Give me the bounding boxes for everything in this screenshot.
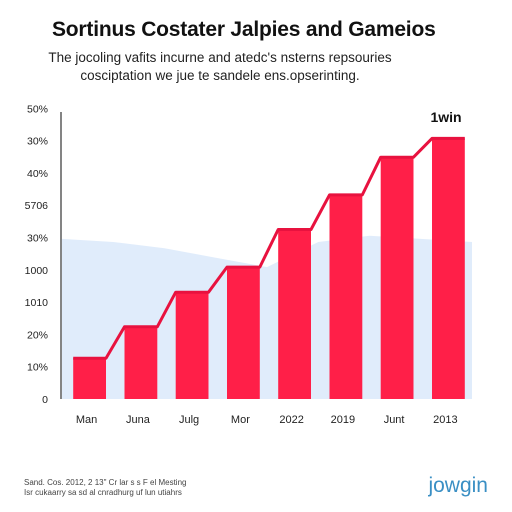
trend-line-layer: [73, 136, 465, 360]
bar-layer: [73, 138, 465, 399]
x-tick-label: 2022: [279, 414, 303, 426]
x-tick-label: Julg: [179, 414, 199, 426]
bar: [380, 157, 414, 399]
x-tick-label: 2019: [331, 414, 355, 426]
x-tick-label: Man: [76, 414, 97, 426]
x-tick-labels: Man Juna Julg Mor 2022 2019 Junt 2013: [76, 414, 458, 426]
chart-subtitle: The jocoling vafits incurne and atedc's …: [0, 49, 440, 85]
source-line-2: Isr cukaarry sa sd al cnradhurg uf lun u…: [24, 488, 182, 497]
bar: [227, 267, 260, 399]
annotation-label: 1win: [430, 109, 461, 125]
x-tick-label: Junt: [384, 414, 405, 426]
y-tick-label: 30%: [27, 233, 48, 245]
bar: [175, 292, 209, 399]
y-tick-label: 5706: [25, 200, 49, 212]
bar: [73, 358, 106, 399]
subtitle-line-2: cosciptation we jue te sandele ens.opser…: [80, 68, 360, 83]
x-tick-label: Mor: [231, 414, 250, 426]
background-area-layer: [62, 235, 472, 399]
bar: [278, 229, 311, 399]
brand-logo: jowgin: [428, 474, 488, 497]
y-tick-labels: 0 10% 20% 1010 1000 30% 5706 40% 30% 50%: [25, 103, 49, 406]
y-tick-label: 1000: [25, 265, 49, 277]
chart-title: Sortinus Costater Jalpies and Gameios: [52, 18, 436, 41]
background-area: [62, 235, 472, 399]
subtitle-line-1: The jocoling vafits incurne and atedc's …: [48, 50, 392, 65]
y-tick-label: 50%: [27, 103, 48, 115]
bar: [329, 194, 363, 399]
source-note: Sand. Cos. 2012, 2 13" Cr lar s s F el M…: [24, 478, 186, 498]
y-tick-label: 10%: [27, 362, 48, 374]
bar: [432, 138, 465, 399]
y-tick-label: 30%: [27, 136, 48, 148]
y-tick-label: 1010: [25, 297, 49, 309]
y-tick-label: 0: [42, 394, 48, 406]
y-tick-label: 40%: [27, 168, 48, 180]
y-tick-label: 20%: [27, 329, 48, 341]
trend-line: [73, 136, 465, 360]
source-line-1: Sand. Cos. 2012, 2 13" Cr lar s s F el M…: [24, 478, 187, 487]
x-tick-label: Juna: [126, 414, 151, 426]
bar: [124, 326, 158, 399]
x-tick-label: 2013: [433, 414, 457, 426]
